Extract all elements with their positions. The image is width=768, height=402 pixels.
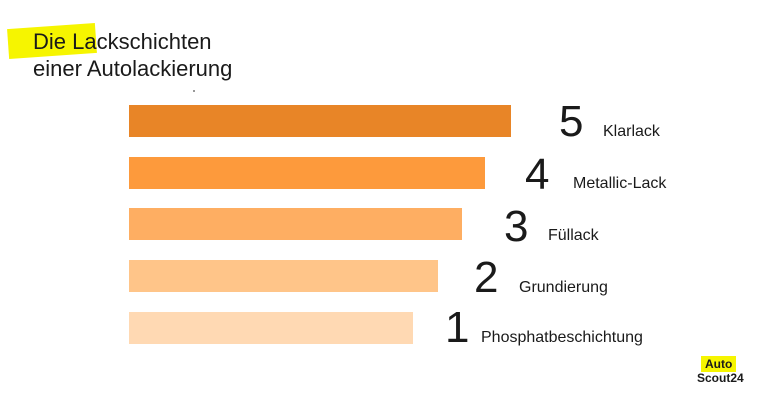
layer-number-3: 3 xyxy=(504,202,529,251)
layer-bar-2 xyxy=(129,260,438,292)
layer-label-2: Grundierung xyxy=(519,279,608,296)
logo-auto-text: Auto xyxy=(701,356,737,372)
logo-scout-text: Scout24 xyxy=(697,371,744,385)
layer-bar-4 xyxy=(129,157,485,189)
layer-number-1: 1 xyxy=(445,303,470,352)
layer-bar-1 xyxy=(129,312,413,344)
title-line-2: einer Autolackierung xyxy=(33,56,233,81)
layer-number-2: 2 xyxy=(474,253,499,302)
autoscout24-logo: Auto Scout24 xyxy=(697,354,747,388)
layer-bar-3 xyxy=(129,208,462,240)
layer-label-4: Metallic-Lack xyxy=(573,175,667,192)
diagram-title: Die Lackschichten einer Autolackierung xyxy=(33,28,232,82)
layer-bar-5 xyxy=(129,105,511,137)
layer-label-5: Klarlack xyxy=(603,123,660,140)
layer-label-1: Phosphatbeschichtung xyxy=(481,329,643,346)
layer-number-4: 4 xyxy=(525,150,550,199)
stray-dot xyxy=(193,90,195,92)
layer-label-3: Füllack xyxy=(548,227,599,244)
title-line-1: Die Lackschichten xyxy=(33,29,212,54)
layer-number-5: 5 xyxy=(559,97,584,146)
